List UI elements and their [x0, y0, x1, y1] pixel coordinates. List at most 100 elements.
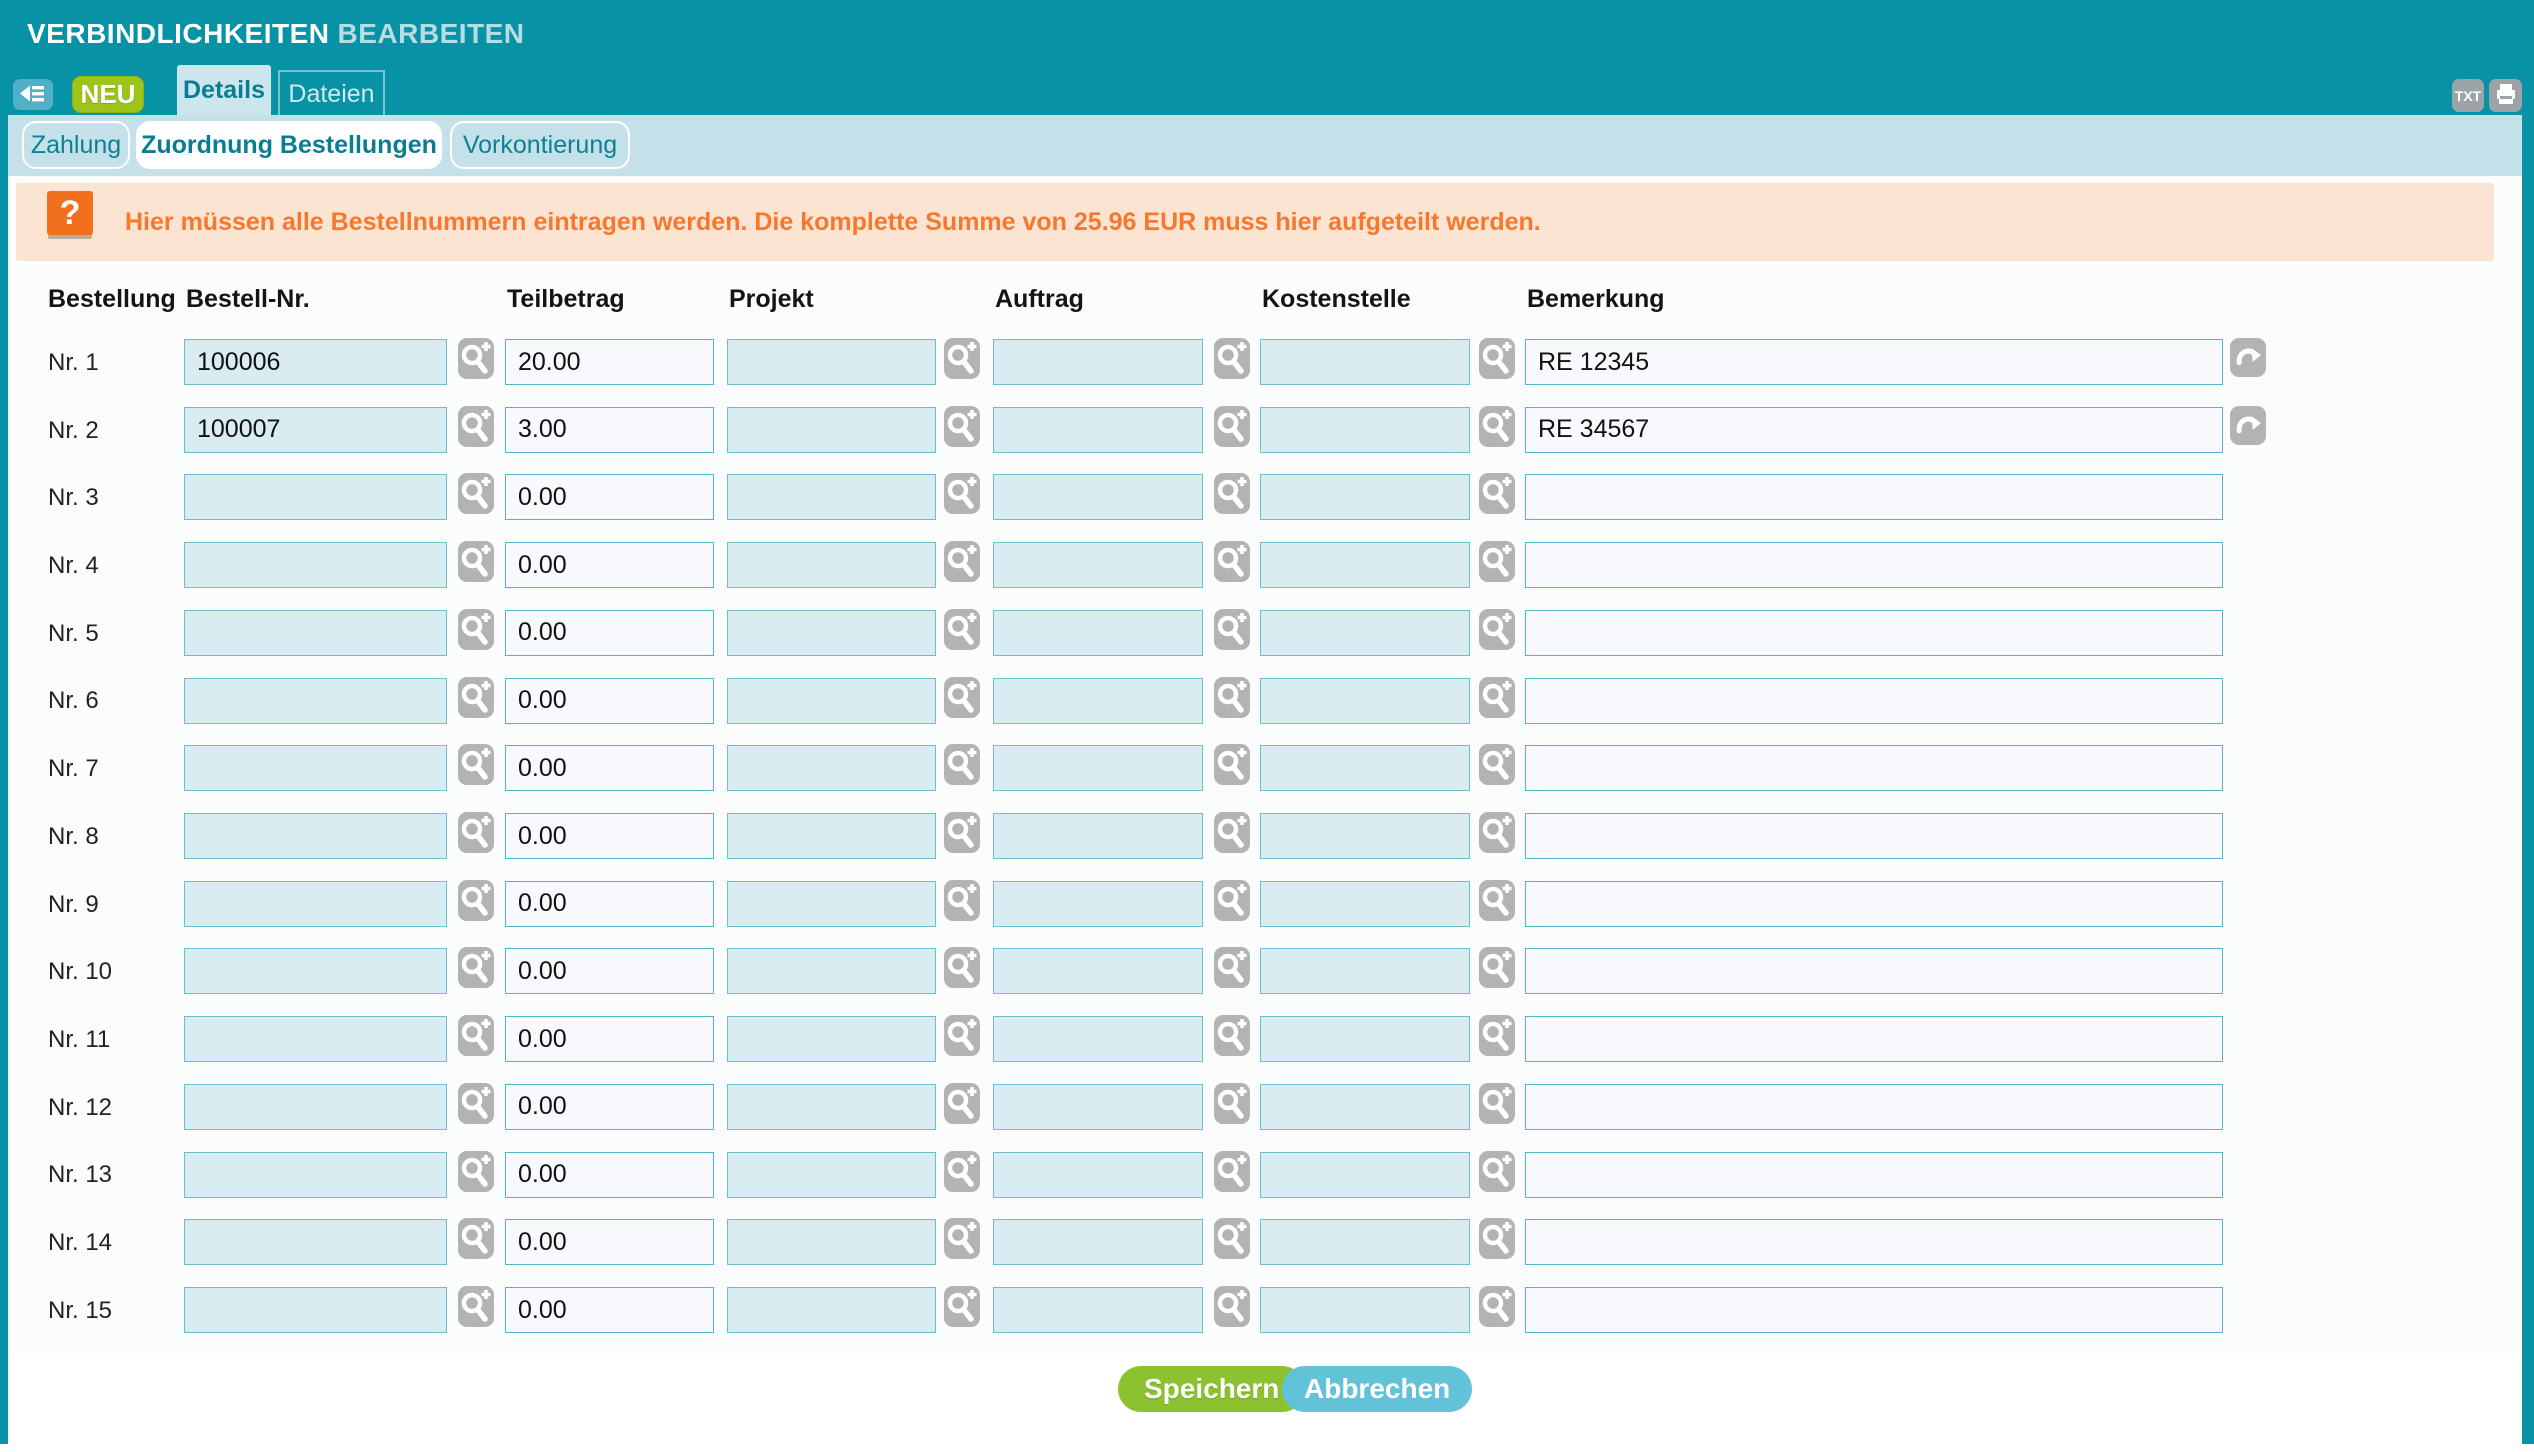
teilbetrag-input[interactable]: [505, 948, 714, 995]
auftrag-input[interactable]: [993, 1219, 1203, 1266]
kostenstelle-input[interactable]: [1260, 1287, 1470, 1334]
projekt-lookup-button[interactable]: [944, 473, 980, 515]
auftrag-lookup-button[interactable]: [1214, 676, 1250, 718]
projekt-lookup-button[interactable]: [944, 947, 980, 989]
auftrag-lookup-button[interactable]: [1214, 338, 1250, 379]
back-to-list-button[interactable]: [13, 79, 53, 110]
bestellnr-input[interactable]: [184, 339, 447, 385]
auftrag-input[interactable]: [993, 745, 1203, 792]
bestellnr-input[interactable]: [184, 745, 447, 792]
kostenstelle-input[interactable]: [1260, 1151, 1470, 1198]
projekt-lookup-button[interactable]: [944, 1150, 980, 1192]
bestellnr-input[interactable]: [184, 813, 447, 860]
auftrag-lookup-button[interactable]: [1214, 1082, 1250, 1124]
bemerkung-input[interactable]: [1525, 1016, 2223, 1063]
bestellnr-lookup-button[interactable]: [458, 1218, 494, 1260]
teilbetrag-input[interactable]: [505, 1287, 714, 1334]
projekt-input[interactable]: [727, 745, 936, 792]
neu-button[interactable]: NEU: [72, 76, 144, 113]
bestellnr-input[interactable]: [184, 1083, 447, 1130]
auftrag-input[interactable]: [993, 609, 1203, 656]
bestellnr-lookup-button[interactable]: [458, 1150, 494, 1192]
kostenstelle-lookup-button[interactable]: [1479, 1082, 1515, 1124]
kostenstelle-input[interactable]: [1260, 1219, 1470, 1266]
teilbetrag-input[interactable]: [505, 1083, 714, 1130]
projekt-lookup-button[interactable]: [944, 405, 980, 447]
kostenstelle-lookup-button[interactable]: [1479, 608, 1515, 650]
auftrag-lookup-button[interactable]: [1214, 405, 1250, 447]
bestellnr-lookup-button[interactable]: [458, 338, 494, 379]
teilbetrag-input[interactable]: [505, 339, 714, 385]
projekt-lookup-button[interactable]: [944, 1286, 980, 1328]
projekt-lookup-button[interactable]: [944, 608, 980, 650]
bemerkung-input[interactable]: [1525, 1151, 2223, 1198]
kostenstelle-input[interactable]: [1260, 880, 1470, 927]
kostenstelle-lookup-button[interactable]: [1479, 812, 1515, 854]
projekt-lookup-button[interactable]: [944, 1082, 980, 1124]
bemerkung-input[interactable]: [1525, 1083, 2223, 1130]
teilbetrag-input[interactable]: [505, 1016, 714, 1063]
kostenstelle-input[interactable]: [1260, 813, 1470, 860]
kostenstelle-lookup-button[interactable]: [1479, 541, 1515, 583]
bemerkung-input[interactable]: [1525, 677, 2223, 724]
projekt-lookup-button[interactable]: [944, 541, 980, 583]
bemerkung-input[interactable]: [1525, 1287, 2223, 1334]
auftrag-lookup-button[interactable]: [1214, 1150, 1250, 1192]
auftrag-lookup-button[interactable]: [1214, 473, 1250, 515]
subtab-vorkontierung[interactable]: Vorkontierung: [450, 121, 630, 169]
projekt-input[interactable]: [727, 406, 936, 453]
bestellnr-lookup-button[interactable]: [458, 1286, 494, 1328]
bestellnr-input[interactable]: [184, 1219, 447, 1266]
projekt-input[interactable]: [727, 1151, 936, 1198]
auftrag-lookup-button[interactable]: [1214, 1286, 1250, 1328]
kostenstelle-input[interactable]: [1260, 339, 1470, 385]
auftrag-input[interactable]: [993, 542, 1203, 589]
auftrag-input[interactable]: [993, 339, 1203, 385]
teilbetrag-input[interactable]: [505, 542, 714, 589]
auftrag-input[interactable]: [993, 1287, 1203, 1334]
projekt-lookup-button[interactable]: [944, 812, 980, 854]
projekt-input[interactable]: [727, 339, 936, 385]
kostenstelle-input[interactable]: [1260, 474, 1470, 521]
bestellnr-input[interactable]: [184, 609, 447, 656]
kostenstelle-lookup-button[interactable]: [1479, 1015, 1515, 1057]
auftrag-input[interactable]: [993, 948, 1203, 995]
bemerkung-input[interactable]: [1525, 813, 2223, 860]
auftrag-input[interactable]: [993, 813, 1203, 860]
teilbetrag-input[interactable]: [505, 880, 714, 927]
cancel-button[interactable]: Abbrechen: [1282, 1366, 1473, 1412]
auftrag-input[interactable]: [993, 406, 1203, 453]
bemerkung-input[interactable]: [1525, 1219, 2223, 1266]
projekt-lookup-button[interactable]: [944, 338, 980, 379]
transfer-button[interactable]: [2230, 338, 2266, 377]
auftrag-input[interactable]: [993, 474, 1203, 521]
teilbetrag-input[interactable]: [505, 474, 714, 521]
bestellnr-input[interactable]: [184, 677, 447, 724]
teilbetrag-input[interactable]: [505, 609, 714, 656]
auftrag-lookup-button[interactable]: [1214, 947, 1250, 989]
auftrag-input[interactable]: [993, 1151, 1203, 1198]
print-button[interactable]: [2489, 79, 2522, 112]
auftrag-lookup-button[interactable]: [1214, 541, 1250, 583]
bestellnr-input[interactable]: [184, 474, 447, 521]
bestellnr-lookup-button[interactable]: [458, 1015, 494, 1057]
projekt-input[interactable]: [727, 1083, 936, 1130]
auftrag-input[interactable]: [993, 1083, 1203, 1130]
transfer-button[interactable]: [2230, 405, 2266, 445]
projekt-lookup-button[interactable]: [944, 676, 980, 718]
kostenstelle-input[interactable]: [1260, 745, 1470, 792]
kostenstelle-lookup-button[interactable]: [1479, 338, 1515, 379]
bestellnr-input[interactable]: [184, 880, 447, 927]
auftrag-lookup-button[interactable]: [1214, 608, 1250, 650]
projekt-input[interactable]: [727, 542, 936, 589]
projekt-lookup-button[interactable]: [944, 744, 980, 786]
bestellnr-input[interactable]: [184, 1016, 447, 1063]
projekt-lookup-button[interactable]: [944, 879, 980, 921]
bestellnr-lookup-button[interactable]: [458, 1082, 494, 1124]
bemerkung-input[interactable]: [1525, 745, 2223, 792]
kostenstelle-lookup-button[interactable]: [1479, 405, 1515, 447]
auftrag-lookup-button[interactable]: [1214, 1015, 1250, 1057]
save-button[interactable]: Speichern: [1118, 1366, 1306, 1412]
kostenstelle-input[interactable]: [1260, 609, 1470, 656]
bestellnr-input[interactable]: [184, 1151, 447, 1198]
